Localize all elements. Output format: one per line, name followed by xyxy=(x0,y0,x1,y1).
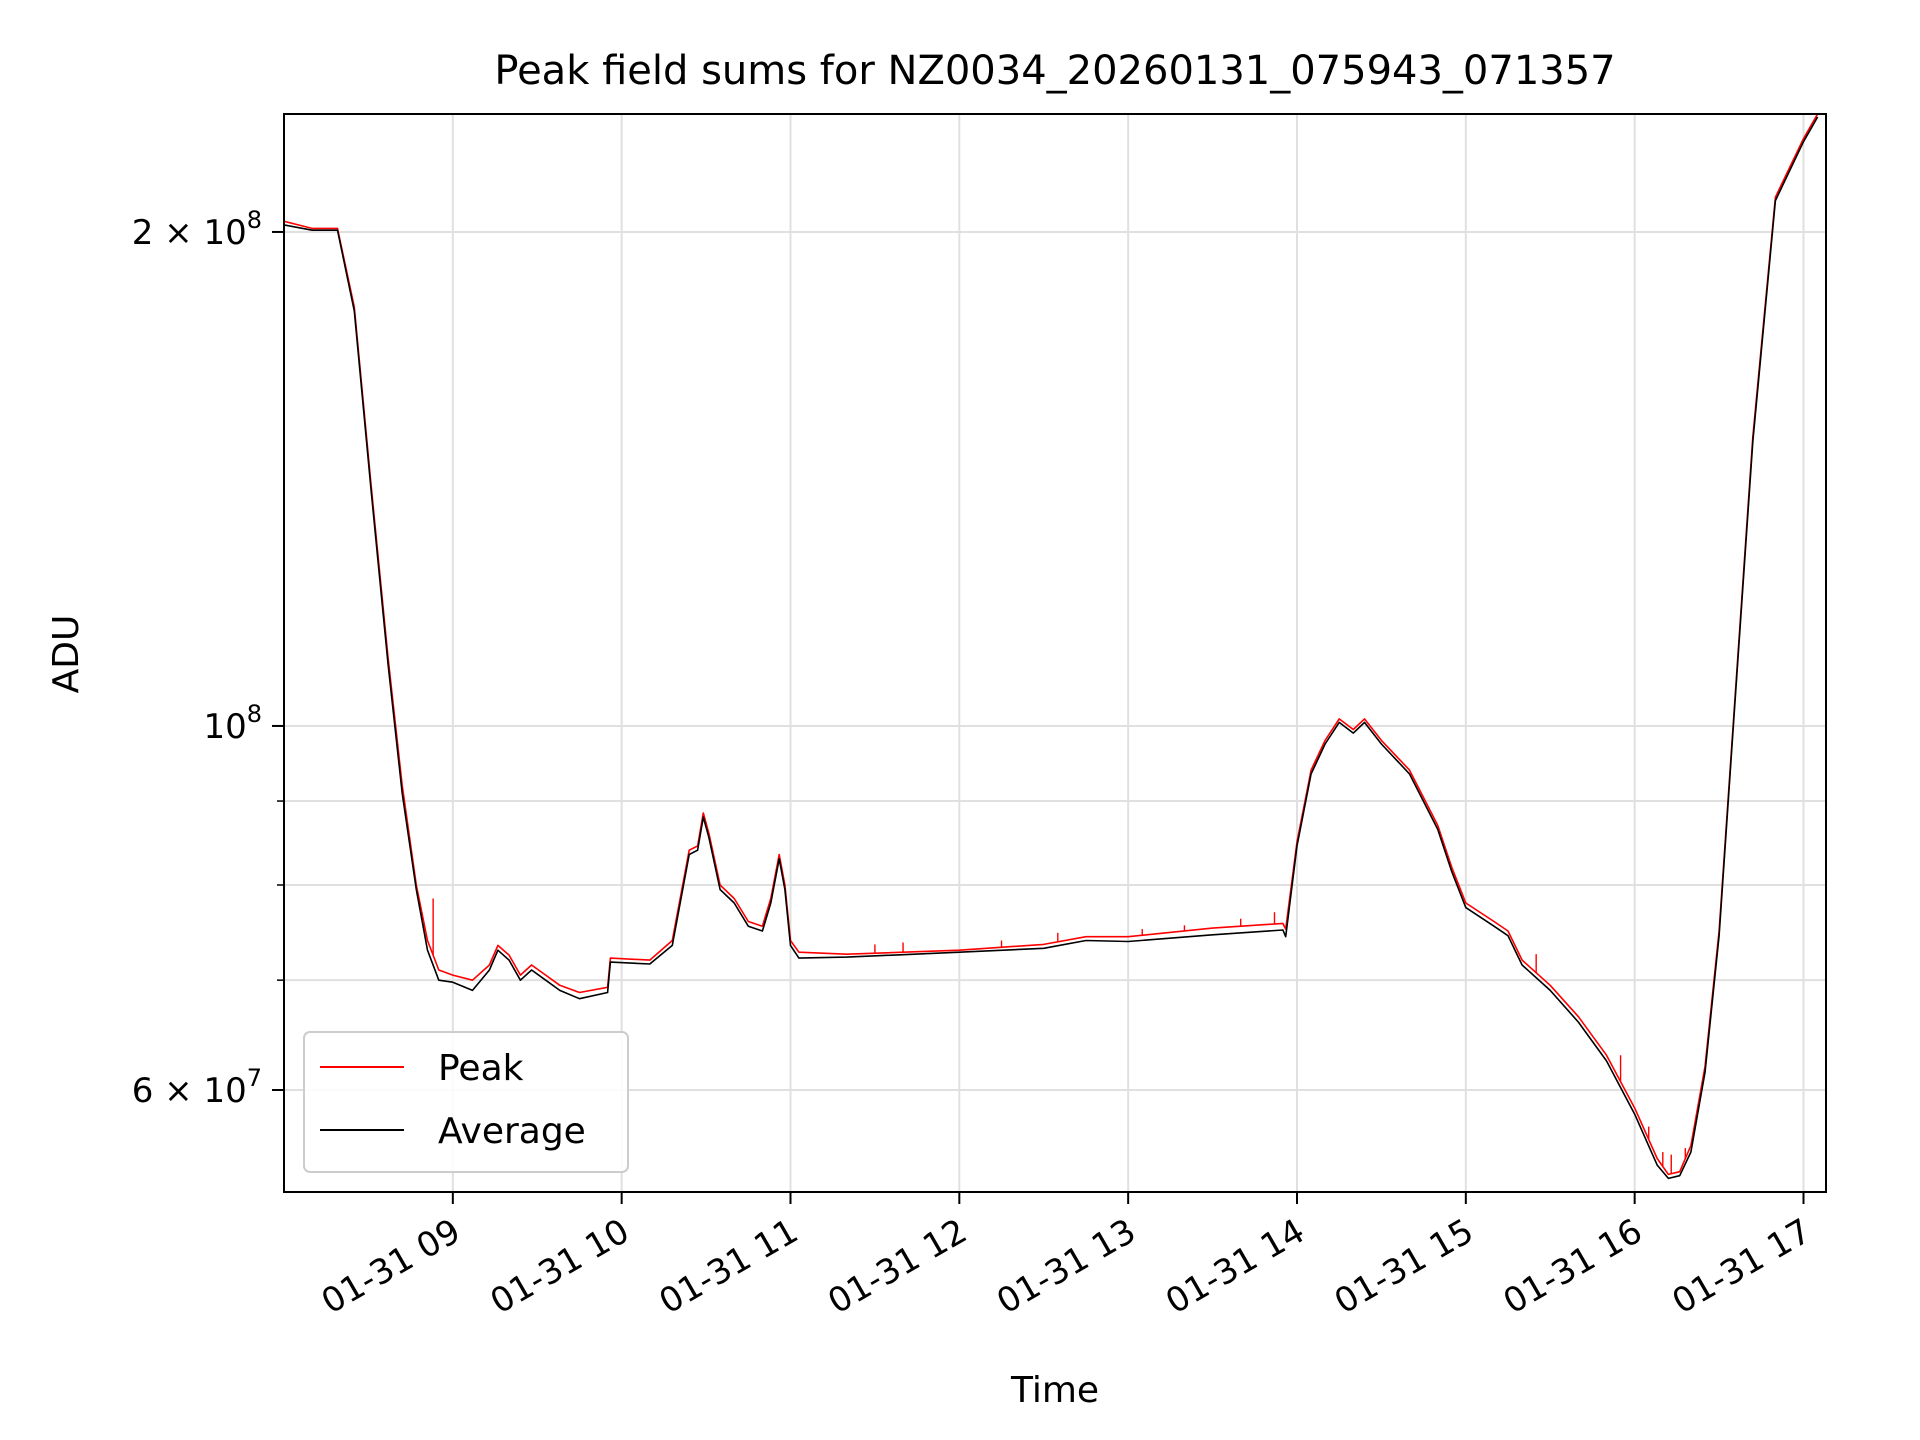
y-tick-label: 6 × 107 xyxy=(132,1064,262,1111)
series-line-average xyxy=(284,116,1819,1180)
grid xyxy=(284,114,1826,1192)
y-tick-label: 2 × 108 xyxy=(132,206,262,253)
chart-title: Peak field sums for NZ0034_20260131_0759… xyxy=(494,48,1615,94)
plot-series xyxy=(284,114,1819,1180)
legend-label-peak: Peak xyxy=(438,1048,524,1089)
x-axis-label: Time xyxy=(1010,1370,1099,1411)
legend-label-average: Average xyxy=(438,1111,586,1152)
legend: Peak Average xyxy=(303,1031,629,1173)
y-tick-label: 108 xyxy=(203,700,262,747)
y-axis: 6 × 107 108 2 × 108 xyxy=(132,206,284,1111)
series-line-peak xyxy=(284,114,1819,1176)
y-axis-label: ADU xyxy=(46,615,87,694)
plot-frame xyxy=(283,113,1827,1193)
